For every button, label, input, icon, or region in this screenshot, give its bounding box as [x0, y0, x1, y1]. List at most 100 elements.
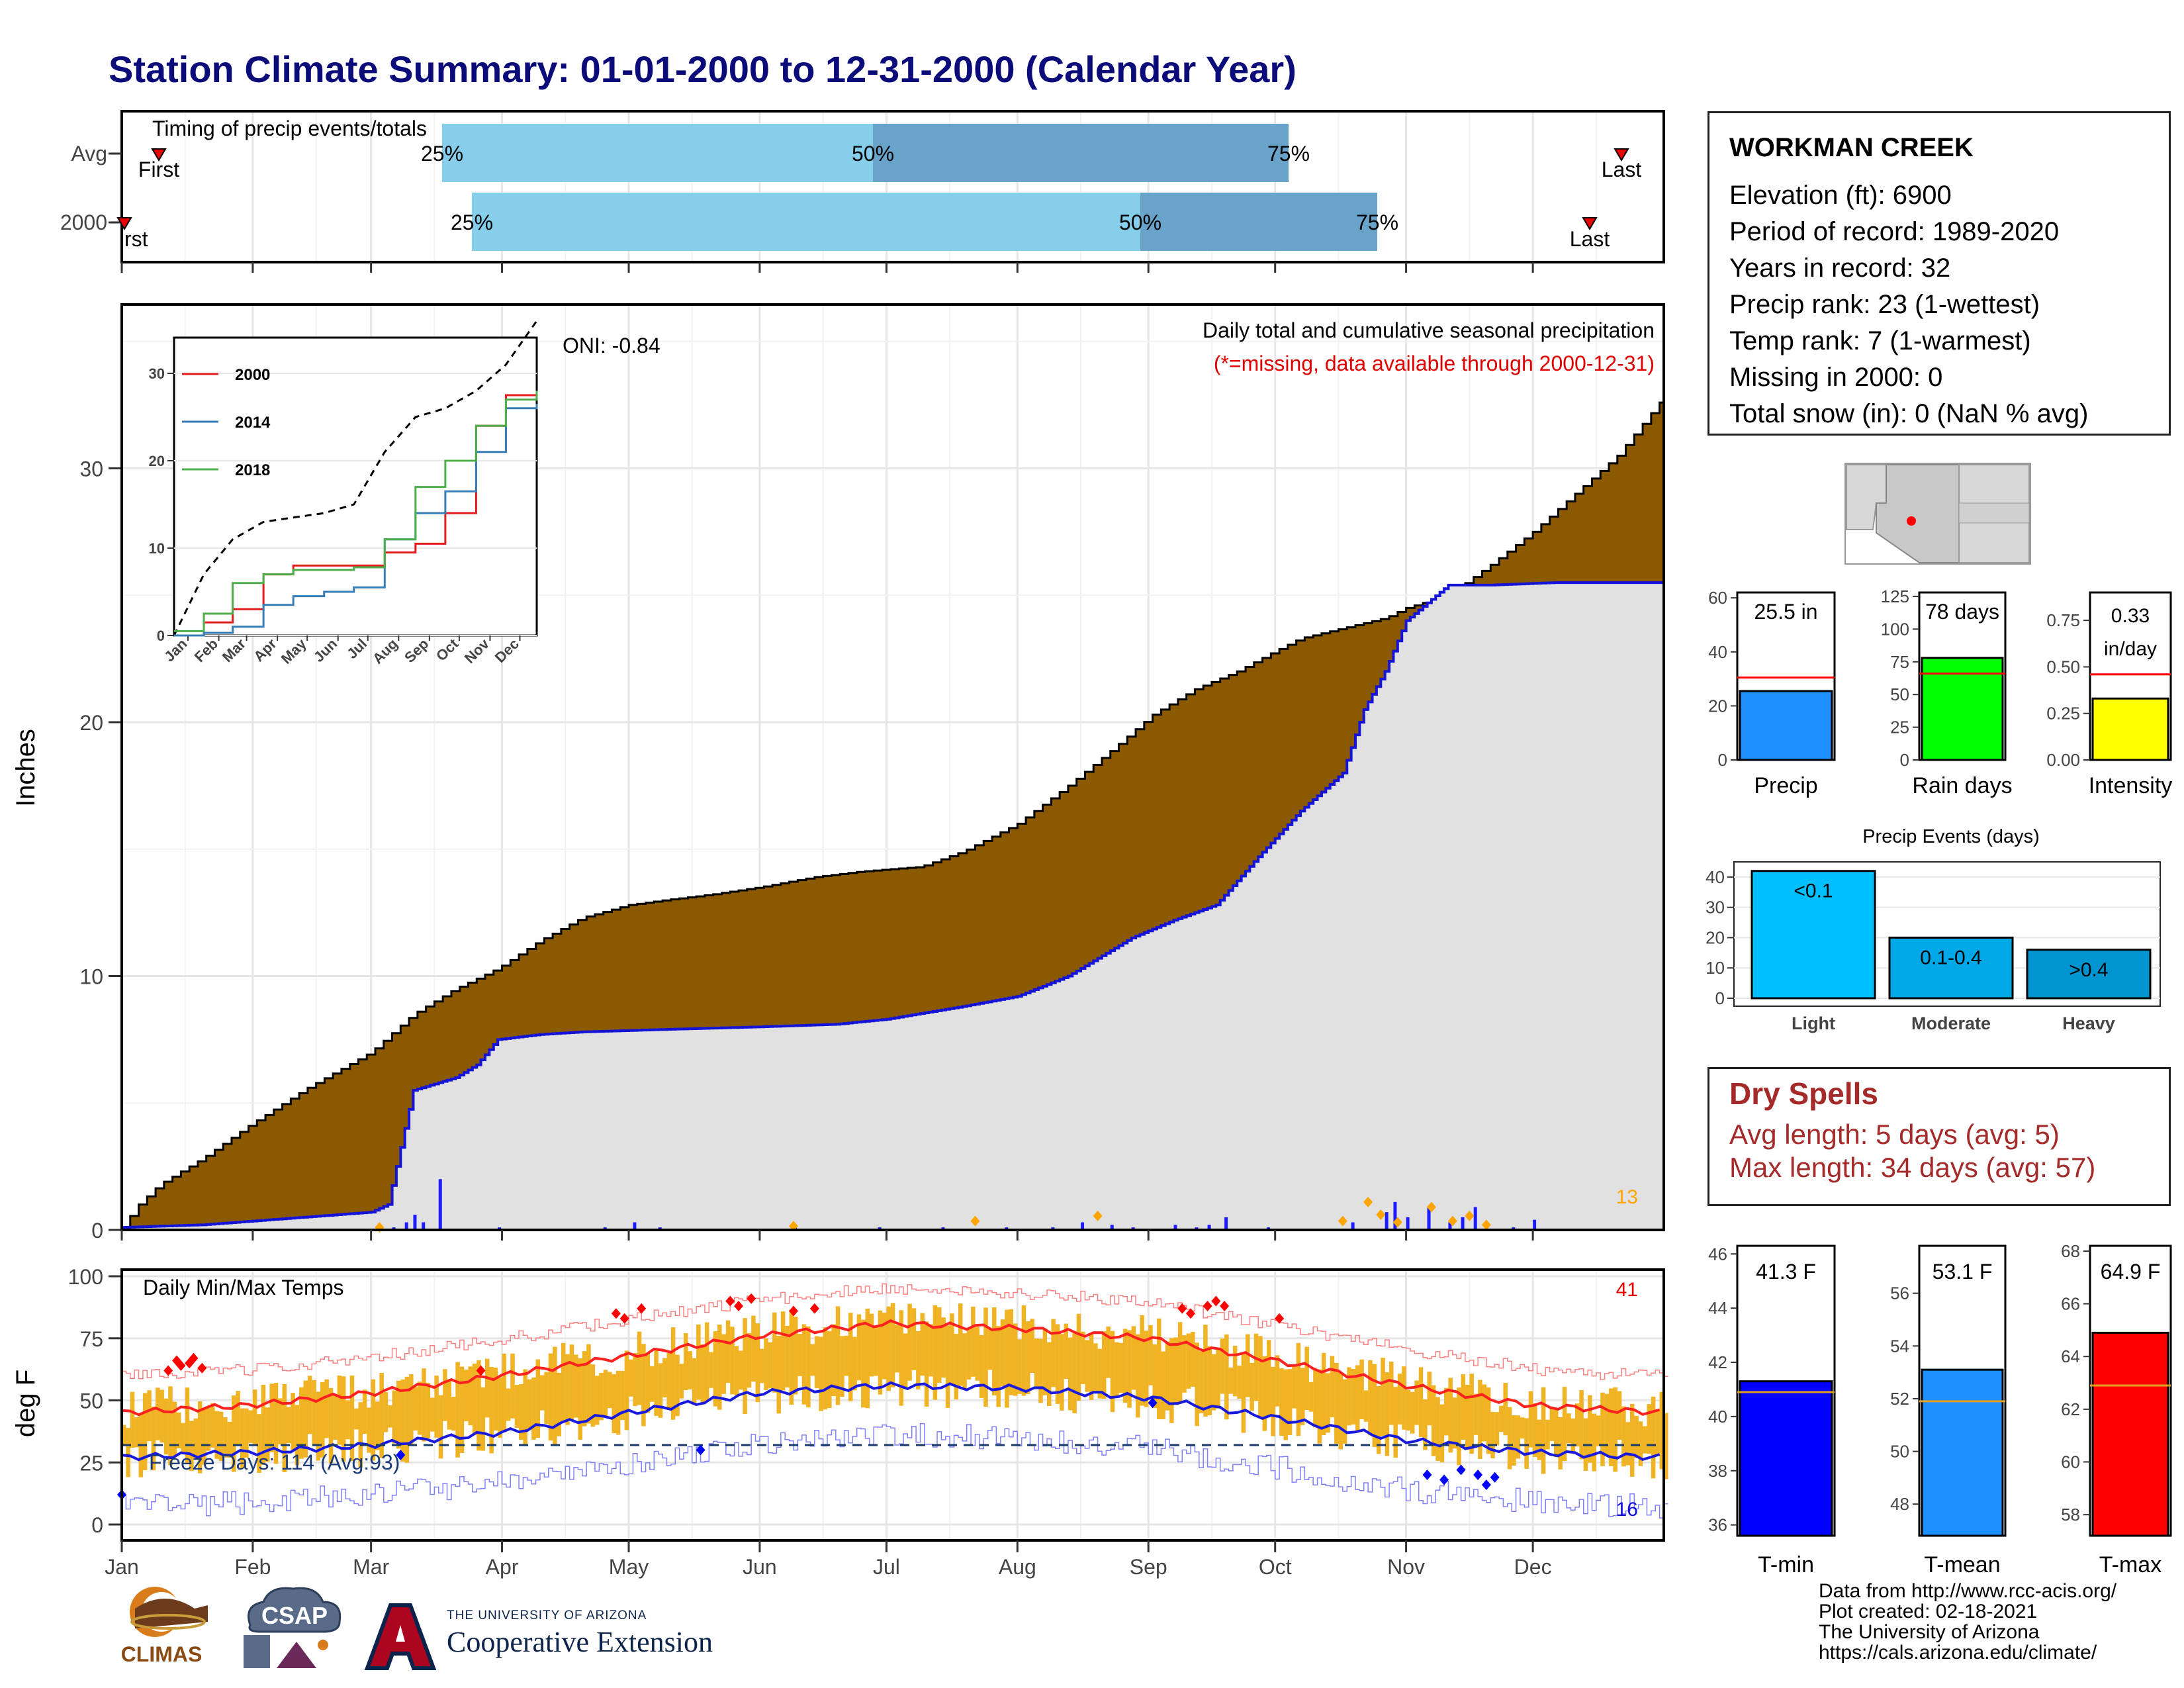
daily-temp-bar	[768, 1342, 773, 1389]
daily-temp-bar	[181, 1423, 185, 1455]
daily-temp-bar	[814, 1336, 819, 1388]
daily-temp-bar	[856, 1314, 862, 1381]
daily-temp-bar	[561, 1342, 566, 1423]
high-record-marker	[197, 1362, 207, 1374]
daily-temp-bar	[785, 1325, 790, 1387]
y2000-first-label: rst	[124, 227, 148, 251]
daily-temp-bar	[193, 1418, 199, 1460]
daily-temp-bar	[539, 1375, 545, 1411]
daily-temp-bar	[675, 1354, 680, 1417]
high-record-marker	[1211, 1295, 1221, 1307]
daily-temp-bar	[882, 1313, 887, 1380]
daily-temp-bar	[810, 1344, 815, 1376]
daily-temp-bar	[142, 1393, 148, 1470]
daily-temp-bar	[1131, 1326, 1136, 1390]
daily-precip-bar	[1224, 1217, 1228, 1230]
min-record-count: 16	[1616, 1499, 1638, 1521]
inset-series-line	[174, 391, 538, 632]
station-period: Period of record: 1989-2020	[1729, 217, 2060, 246]
daily-temp-bar	[1287, 1369, 1293, 1435]
daily-temp-bar	[231, 1395, 236, 1472]
daily-temp-bar	[295, 1405, 300, 1466]
daily-temp-bar	[514, 1385, 520, 1428]
daily-temp-bar	[434, 1376, 439, 1438]
daily-temp-bar	[417, 1382, 422, 1435]
daily-temp-bar	[1081, 1331, 1085, 1384]
intensity-value-text: 0.33	[2111, 605, 2150, 627]
daily-temp-bar	[1220, 1338, 1225, 1394]
summary-bar-charts: 0 20 40 60 Precip 25.5 in 0 25 50 75 100 125 Rain da…	[1708, 586, 2172, 798]
low-record-marker	[1456, 1464, 1466, 1476]
daily-temp-bar	[721, 1334, 726, 1394]
daily-temp-bar	[210, 1403, 215, 1448]
inset-legend-label: 2018	[235, 461, 270, 479]
oni-label: ONI: -0.84	[563, 334, 660, 357]
daily-temp-bar	[1110, 1331, 1115, 1413]
daily-temp-bar	[869, 1313, 874, 1377]
daily-temp-bar	[1372, 1364, 1377, 1448]
daily-temp-bar	[890, 1303, 895, 1387]
precip-record-marker	[1338, 1215, 1347, 1227]
daily-temp-bar	[1520, 1417, 1525, 1439]
daily-temp-bar	[1034, 1338, 1039, 1389]
daily-temp-bar	[1579, 1390, 1584, 1460]
dry-spells-box: Dry Spells Avg length: 5 days (avg: 5) M…	[1707, 1067, 2171, 1206]
daily-temp-bar	[1161, 1351, 1165, 1420]
high-record-marker	[189, 1352, 199, 1364]
high-record-marker	[747, 1293, 756, 1304]
daily-precip-bar	[1351, 1222, 1355, 1230]
low-record-marker	[1439, 1474, 1449, 1485]
daily-temp-bar	[544, 1372, 549, 1425]
daily-temp-bar	[586, 1344, 591, 1424]
daily-temp-bar	[1461, 1374, 1466, 1440]
daily-temp-bar	[324, 1379, 329, 1438]
tmax-ytick-label: 62	[2061, 1399, 2080, 1419]
csap-logo: CSAP	[244, 1587, 341, 1668]
daily-temp-bar	[1271, 1366, 1275, 1436]
daily-temp-bar	[658, 1363, 663, 1418]
tmin-ytick-label: 36	[1708, 1515, 1727, 1535]
daily-temp-bar	[599, 1373, 604, 1421]
daily-temp-bar	[341, 1376, 346, 1462]
daily-temp-bar	[903, 1333, 908, 1387]
daily-temp-bar	[852, 1336, 857, 1391]
raindays-ytick-label: 125	[1881, 586, 1909, 606]
daily-temp-bar	[1528, 1391, 1533, 1448]
precip-ytick-label: 0	[1718, 750, 1727, 770]
daily-temp-bar	[172, 1401, 177, 1458]
ua-small-text: THE UNIVERSITY OF ARIZONA	[447, 1609, 647, 1622]
daily-temp-bar	[1621, 1406, 1626, 1467]
daily-temp-bar	[1486, 1387, 1491, 1454]
daily-temp-bar	[1410, 1391, 1415, 1434]
daily-temp-bar	[413, 1387, 418, 1430]
daily-temp-bar	[493, 1368, 498, 1431]
precip-value-text: 25.5 in	[1754, 600, 1817, 624]
timing-2000-light-bar	[472, 193, 1140, 251]
daily-temp-bar	[1465, 1384, 1470, 1450]
low-record-marker	[1490, 1472, 1500, 1483]
daily-temp-bar	[679, 1364, 684, 1399]
daily-temp-bar	[700, 1344, 705, 1403]
daily-temp-bar	[337, 1375, 342, 1445]
precip-event-bar	[1888, 936, 2014, 1000]
daily-temp-bar	[861, 1319, 866, 1408]
avg-last-marker	[1614, 148, 1629, 162]
daily-temp-bar	[197, 1401, 203, 1474]
daily-temp-bar	[489, 1366, 494, 1454]
high-record-marker	[176, 1360, 186, 1371]
daily-temp-bar	[422, 1368, 426, 1442]
temp-ytick-label: 75	[79, 1327, 103, 1351]
daily-temp-bar	[130, 1391, 135, 1448]
tmax-label: T-max	[2099, 1552, 2161, 1577]
precip-panel: 0 10 20 30 Inches Daily total and cumulativ…	[11, 303, 1665, 1243]
daily-temp-bar	[1431, 1385, 1436, 1456]
daily-temp-bar	[916, 1331, 921, 1389]
intensity-unit-text: in/day	[2104, 638, 2157, 660]
precip-subtitle: (*=missing, data available through 2000-…	[1214, 352, 1655, 375]
high-record-marker	[788, 1305, 798, 1317]
events-ytick-label: 10	[1706, 958, 1725, 978]
daily-temp-bar	[1604, 1393, 1610, 1456]
intensity-ytick-label: 0.25	[2046, 704, 2080, 724]
daily-temp-bar	[1659, 1391, 1664, 1470]
timing-avg-light-bar	[442, 124, 873, 182]
